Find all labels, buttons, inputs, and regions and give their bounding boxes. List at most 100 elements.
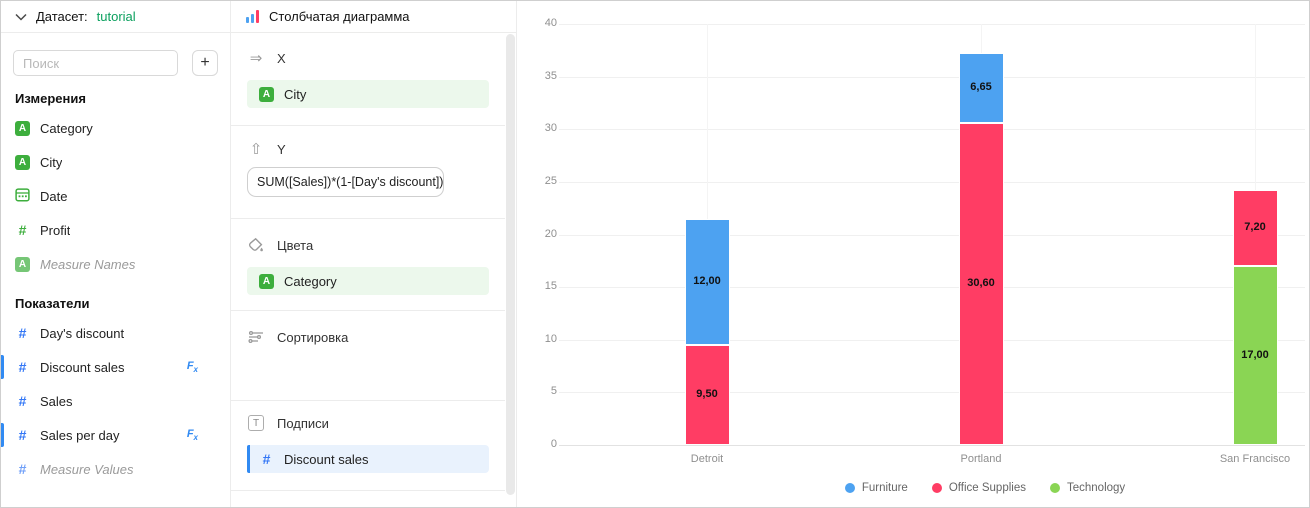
search-row: + <box>13 50 218 76</box>
field-label: Profit <box>40 222 71 238</box>
legend-label: Office Supplies <box>948 482 1026 494</box>
formula-badge-icon[interactable]: Fx <box>186 359 198 375</box>
bar-segment-san-francisco-technology[interactable] <box>1232 266 1278 445</box>
shelf-field-discount-sales[interactable]: # Discount sales <box>247 445 489 473</box>
bar-segment-detroit-office-supplies[interactable] <box>684 345 730 445</box>
shelf-section-colors-label: Цвета <box>277 237 314 253</box>
add-field-button[interactable]: + <box>192 50 218 76</box>
string-field-icon: A <box>15 154 30 170</box>
shelf-section-colors: Цвета A Category <box>231 219 505 311</box>
field-row-measure-names[interactable]: A Measure Names <box>1 247 230 281</box>
shelf-section-y-label: Y <box>277 141 286 157</box>
dataset-header: Датасет: tutorial <box>1 1 230 33</box>
gridline <box>559 287 1305 289</box>
legend-item-technology[interactable]: Technology <box>1049 482 1126 494</box>
x-axis-label: Portland <box>960 453 1002 465</box>
field-label: Sales per day <box>40 427 120 443</box>
field-label: City <box>40 154 63 170</box>
y-axis-tick-label: 15 <box>544 280 557 293</box>
dataset-label: Датасет: <box>36 9 88 24</box>
legend-label: Technology <box>1066 482 1126 494</box>
shelf-field-category-label: Category <box>284 273 337 289</box>
gridline <box>559 339 1305 341</box>
y-axis-tick-label: 25 <box>544 174 557 187</box>
shelf-section-sort: Сортировка <box>231 311 505 401</box>
field-row-category[interactable]: A Category <box>1 111 230 145</box>
bar-segment-portland-furniture[interactable] <box>958 52 1004 123</box>
field-label: Measure Names <box>40 256 136 272</box>
field-row-city[interactable]: A City <box>1 145 230 179</box>
string-field-icon: A <box>15 120 30 136</box>
paint-bucket-icon <box>247 237 265 253</box>
chevron-down-icon[interactable] <box>15 13 27 21</box>
field-label: Measure Values <box>40 461 134 477</box>
shelf-section-y: ⇧ Y SUM([Sales])*(1-[Day's discount]) <box>231 126 505 219</box>
field-label: Day's discount <box>40 325 125 341</box>
legend-item-office-supplies[interactable]: Office Supplies <box>931 482 1026 494</box>
field-row-day-s-discount[interactable]: # Day's discount <box>1 316 230 350</box>
measures-heading: Показатели <box>15 296 90 311</box>
shelf-section-x: ⇒ X A City <box>231 32 505 126</box>
number-field-icon: # <box>262 451 271 467</box>
string-field-icon: A <box>259 86 274 102</box>
number-field-icon: # <box>18 325 27 341</box>
shelf-body: ⇒ X A City ⇧ Y SUM([Sales])*(1-[Day's di… <box>231 32 516 507</box>
dataset-sidebar: Датасет: tutorial + Измерения ACategoryA… <box>1 1 231 507</box>
gridline <box>559 129 1305 131</box>
y-axis-tick-label: 30 <box>544 122 557 135</box>
field-label: Category <box>40 120 93 136</box>
y-formula-field[interactable]: SUM([Sales])*(1-[Day's discount]) <box>247 167 444 197</box>
chart-type-title: Столбчатая диаграмма <box>269 9 410 24</box>
dimensions-heading: Измерения <box>15 91 86 106</box>
field-row-discount-sales[interactable]: # Discount sales Fx <box>1 350 230 384</box>
shelf-section-sort-label: Сортировка <box>277 329 349 345</box>
legend-dot <box>844 483 855 493</box>
shelf-field-discount-sales-label: Discount sales <box>284 451 369 467</box>
text-label-icon: T <box>247 415 265 431</box>
shelf-field-category[interactable]: A Category <box>247 267 489 295</box>
x-axis-label: San Francisco <box>1219 453 1291 465</box>
legend-item-furniture[interactable]: Furniture <box>844 482 908 494</box>
bar-segment-san-francisco-office-supplies[interactable] <box>1232 190 1278 267</box>
x-axis-label: Detroit <box>690 453 724 465</box>
legend-label: Furniture <box>861 482 908 494</box>
y-axis-tick-label: 35 <box>544 69 557 82</box>
gridline <box>559 24 1305 25</box>
y-axis-tick-label: 20 <box>544 227 557 240</box>
chart-type-header[interactable]: Столбчатая диаграмма <box>231 1 516 33</box>
legend-dot <box>931 483 942 493</box>
field-row-sales[interactable]: # Sales <box>1 384 230 418</box>
bar-segment-detroit-furniture[interactable] <box>684 218 730 345</box>
shelf-section-labels-label: Подписи <box>277 415 329 431</box>
measures-list: # Day's discount # Discount sales Fx # Sales # S… <box>1 316 230 486</box>
gridline <box>559 76 1305 78</box>
field-row-measure-values[interactable]: # Measure Values <box>1 452 230 486</box>
field-row-profit[interactable]: # Profit <box>1 213 230 247</box>
field-row-date[interactable]: Date <box>1 179 230 213</box>
field-row-sales-per-day[interactable]: # Sales per day Fx <box>1 418 230 452</box>
search-input[interactable] <box>13 50 178 76</box>
formula-badge-icon[interactable]: Fx <box>186 427 198 443</box>
string-field-icon: A <box>259 273 274 289</box>
shelf-section-labels: T Подписи # Discount sales <box>231 401 505 491</box>
number-field-icon: # <box>18 461 27 477</box>
shelf-scrollbar[interactable] <box>506 34 515 495</box>
dataset-name-link[interactable]: tutorial <box>96 9 136 24</box>
shelf-field-city-label: City <box>284 86 307 102</box>
y-axis-tick-label: 5 <box>550 385 557 398</box>
gridline <box>559 234 1305 236</box>
field-label: Date <box>40 188 68 204</box>
y-axis-tick-label: 10 <box>544 332 557 345</box>
bar-segment-portland-office-supplies[interactable] <box>958 122 1004 445</box>
number-field-icon: # <box>18 393 27 409</box>
y-axis-tick-label: 40 <box>544 17 557 29</box>
date-field-icon <box>15 187 30 205</box>
string-field-icon: A <box>15 256 30 272</box>
shelf-field-city[interactable]: A City <box>247 80 489 108</box>
x-axis-icon: ⇒ <box>249 49 263 67</box>
number-field-icon: # <box>18 359 27 375</box>
stacked-column-chart: 0 5 10 15 20 25 30 35 40 9,50 12,00 Detroit 30,60 6,6… <box>517 1 1309 507</box>
number-field-icon: # <box>18 427 27 443</box>
field-label: Discount sales <box>40 359 125 375</box>
